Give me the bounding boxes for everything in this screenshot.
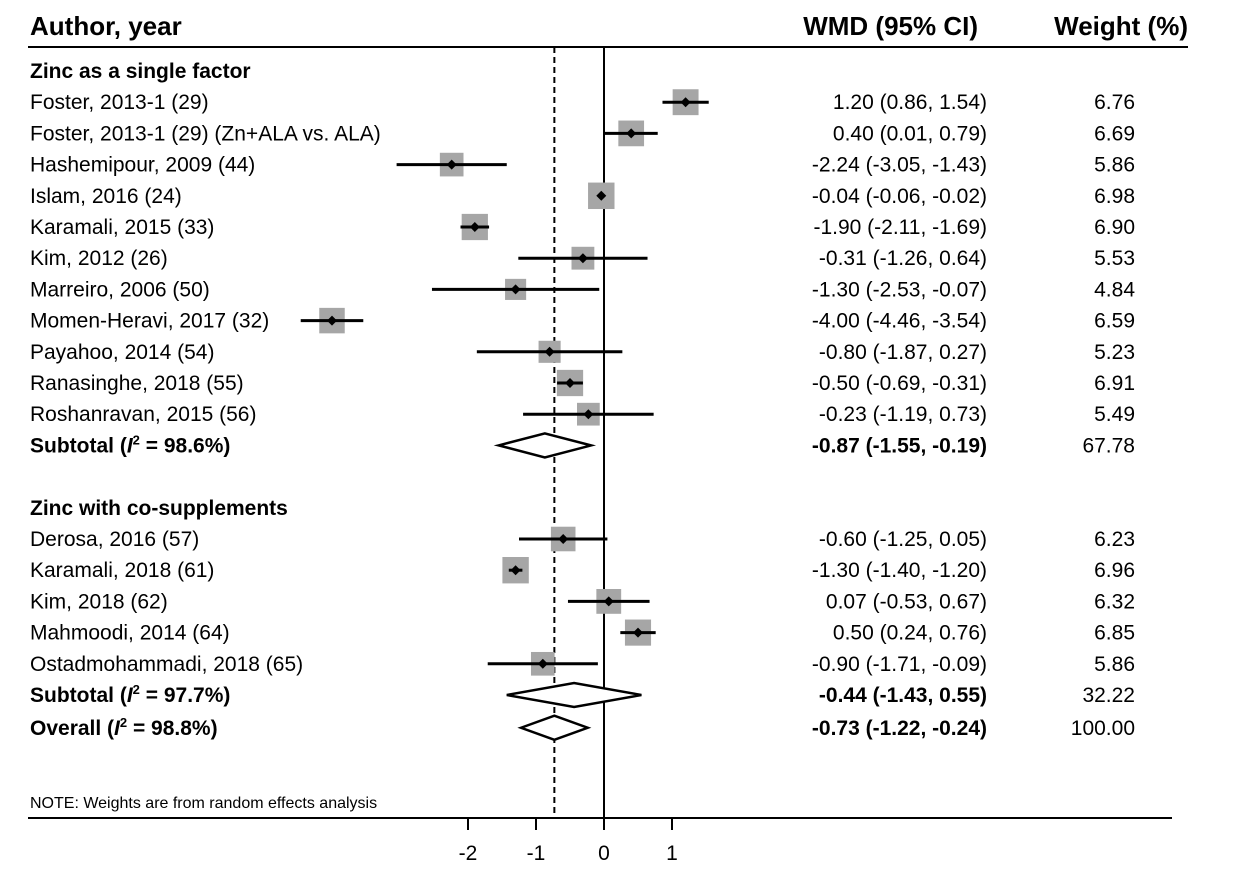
study-label: Hashemipour, 2009 (44): [30, 154, 255, 177]
study-weight-text: 5.49: [1094, 403, 1135, 426]
study-point: [596, 190, 607, 201]
study-label: Payahoo, 2014 (54): [30, 341, 214, 364]
overall-weight-text: 100.00: [1071, 717, 1135, 740]
header-wmd: WMD (95% CI): [803, 11, 978, 41]
subtotal-ci-text: -0.44 (-1.43, 0.55): [819, 684, 987, 707]
study-weight-text: 5.86: [1094, 154, 1135, 177]
study-ci-text: -1.30 (-1.40, -1.20): [812, 559, 987, 582]
study-point: [446, 159, 457, 170]
study-ci-text: -2.24 (-3.05, -1.43): [812, 154, 987, 177]
study-point: [510, 284, 521, 295]
study-ci-text: 0.07 (-0.53, 0.67): [826, 590, 987, 613]
study-ci-text: -0.80 (-1.87, 0.27): [819, 341, 987, 364]
study-weight-text: 6.23: [1094, 528, 1135, 551]
subtotal-weight-text: 32.22: [1082, 684, 1135, 707]
study-ci-text: -0.60 (-1.25, 0.05): [819, 528, 987, 551]
footnote: NOTE: Weights are from random effects an…: [30, 795, 377, 812]
study-point: [583, 409, 594, 420]
group-heading: Zinc as a single factor: [30, 60, 251, 83]
subtotal-label: Subtotal (I2 = 98.6%): [30, 432, 230, 457]
x-tick-label: -1: [527, 842, 546, 865]
study-weight-text: 6.59: [1094, 310, 1135, 333]
study-point: [626, 128, 637, 139]
group-heading: Zinc with co-supplements: [30, 497, 288, 520]
study-label: Derosa, 2016 (57): [30, 528, 199, 551]
header-author: Author, year: [30, 11, 182, 41]
study-point: [603, 596, 614, 607]
study-ci-text: -0.90 (-1.71, -0.09): [812, 653, 987, 676]
study-weight-text: 6.85: [1094, 622, 1135, 645]
study-label: Kim, 2012 (26): [30, 247, 168, 270]
study-label: Foster, 2013-1 (29): [30, 91, 209, 114]
study-point: [327, 315, 337, 326]
study-point: [577, 253, 588, 264]
study-label: Marreiro, 2006 (50): [30, 278, 210, 301]
study-ci-text: -0.31 (-1.26, 0.64): [819, 247, 987, 270]
study-label: Karamali, 2018 (61): [30, 559, 214, 582]
study-label: Karamali, 2015 (33): [30, 216, 214, 239]
study-weight-text: 6.32: [1094, 590, 1135, 613]
study-ci-text: -4.00 (-4.46, -3.54): [812, 310, 987, 333]
study-point: [510, 565, 521, 576]
subtotal-label: Subtotal (I2 = 97.7%): [30, 682, 230, 707]
study-ci-text: -0.04 (-0.06, -0.02): [812, 185, 987, 208]
x-axis: -2 -1 0 1: [459, 818, 678, 865]
study-ci-text: 0.40 (0.01, 0.79): [833, 122, 987, 145]
study-point: [680, 97, 691, 108]
overall-label: Overall (I2 = 98.8%): [30, 715, 218, 740]
study-point: [633, 627, 643, 638]
subtotal-diamond: [506, 681, 642, 709]
study-label: Islam, 2016 (24): [30, 185, 182, 208]
study-point: [558, 534, 569, 544]
study-label: Ostadmohammadi, 2018 (65): [30, 653, 303, 676]
study-label: Roshanravan, 2015 (56): [30, 403, 256, 426]
study-weight-text: 6.91: [1094, 372, 1135, 395]
study-point: [537, 658, 548, 669]
overall-diamond: [517, 714, 592, 742]
subtotal-ci-text: -0.87 (-1.55, -0.19): [812, 434, 987, 457]
study-weight-text: 5.53: [1094, 247, 1135, 270]
study-label: Ranasinghe, 2018 (55): [30, 372, 244, 395]
study-weight-text: 5.86: [1094, 653, 1135, 676]
study-label: Foster, 2013-1 (29) (Zn+ALA vs. ALA): [30, 122, 381, 145]
study-point: [469, 222, 480, 232]
study-weight-text: 6.98: [1094, 185, 1135, 208]
study-label: Momen-Heravi, 2017 (32): [30, 310, 269, 333]
subtotal-diamond: [493, 432, 597, 459]
study-weight-text: 6.69: [1094, 122, 1135, 145]
study-label: Mahmoodi, 2014 (64): [30, 622, 230, 645]
rows-layer: Zinc as a single factor Foster, 2013-1 (2…: [30, 47, 1135, 818]
x-tick-label: -2: [459, 842, 478, 865]
x-tick-label: 1: [666, 842, 678, 865]
overall-ci-text: -0.73 (-1.22, -0.24): [812, 717, 987, 740]
study-ci-text: -0.50 (-0.69, -0.31): [812, 372, 987, 395]
study-weight-text: 6.96: [1094, 559, 1135, 582]
study-point: [565, 378, 575, 388]
x-tick-label: 0: [598, 842, 610, 865]
study-ci-text: 1.20 (0.86, 1.54): [833, 91, 987, 114]
study-weight-text: 5.23: [1094, 341, 1135, 364]
study-ci-text: -1.30 (-2.53, -0.07): [812, 278, 987, 301]
study-ci-text: -0.23 (-1.19, 0.73): [819, 403, 987, 426]
study-label: Kim, 2018 (62): [30, 590, 168, 613]
study-ci-text: 0.50 (0.24, 0.76): [833, 622, 987, 645]
study-point: [544, 346, 555, 357]
study-weight-text: 6.90: [1094, 216, 1135, 239]
study-weight-text: 6.76: [1094, 91, 1135, 114]
study-weight-text: 4.84: [1094, 278, 1135, 301]
subtotal-weight-text: 67.78: [1082, 434, 1135, 457]
study-ci-text: -1.90 (-2.11, -1.69): [813, 216, 987, 239]
header-weight: Weight (%): [1054, 11, 1188, 41]
